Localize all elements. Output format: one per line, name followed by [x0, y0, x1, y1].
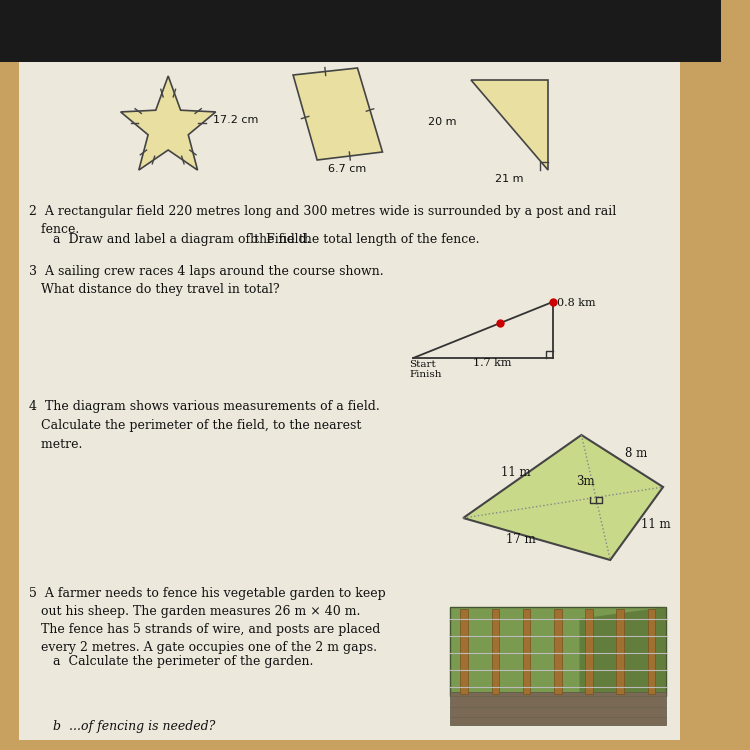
- Bar: [450, 692, 666, 725]
- Text: 6.7 cm: 6.7 cm: [328, 164, 366, 174]
- Text: 20 m: 20 m: [428, 117, 457, 127]
- Text: 8 m: 8 m: [626, 447, 647, 460]
- Bar: [648, 609, 656, 694]
- Text: b  Find the total length of the fence.: b Find the total length of the fence.: [250, 233, 479, 246]
- Text: 17.2 cm: 17.2 cm: [213, 115, 259, 125]
- Polygon shape: [464, 435, 663, 560]
- Text: 1.7 km: 1.7 km: [473, 358, 512, 368]
- Text: 11 m: 11 m: [640, 518, 670, 530]
- Text: 5  A farmer needs to fence his vegetable garden to keep
   out his sheep. The ga: 5 A farmer needs to fence his vegetable …: [28, 587, 386, 654]
- Bar: [585, 609, 593, 694]
- Polygon shape: [293, 68, 382, 160]
- Polygon shape: [580, 607, 666, 692]
- Text: 21 m: 21 m: [495, 174, 524, 184]
- Text: 0.8 km: 0.8 km: [557, 298, 596, 308]
- FancyBboxPatch shape: [20, 62, 680, 740]
- Bar: [450, 607, 666, 695]
- Polygon shape: [121, 76, 216, 170]
- Bar: [0, 0, 721, 62]
- Text: a  Calculate the perimeter of the garden.: a Calculate the perimeter of the garden.: [53, 655, 314, 668]
- Bar: [523, 609, 530, 694]
- Text: 3  A sailing crew races 4 laps around the course shown.
   What distance do they: 3 A sailing crew races 4 laps around the…: [28, 265, 383, 296]
- Text: 4  The diagram shows various measurements of a field.
   Calculate the perimeter: 4 The diagram shows various measurements…: [28, 400, 380, 451]
- Bar: [616, 609, 624, 694]
- Text: 17 m: 17 m: [506, 533, 536, 546]
- Text: 3m: 3m: [577, 476, 596, 488]
- Text: a  Draw and label a diagram of the field.: a Draw and label a diagram of the field.: [53, 233, 310, 246]
- Text: 2  A rectangular field 220 metres long and 300 metres wide is surrounded by a po: 2 A rectangular field 220 metres long an…: [28, 205, 616, 236]
- Text: 11 m: 11 m: [501, 466, 531, 479]
- Polygon shape: [471, 80, 548, 170]
- Bar: [491, 609, 500, 694]
- Bar: [554, 609, 562, 694]
- Text: b  ...of fencing is needed?: b ...of fencing is needed?: [53, 720, 215, 733]
- Bar: [460, 609, 468, 694]
- Text: Start
Finish: Start Finish: [410, 360, 442, 380]
